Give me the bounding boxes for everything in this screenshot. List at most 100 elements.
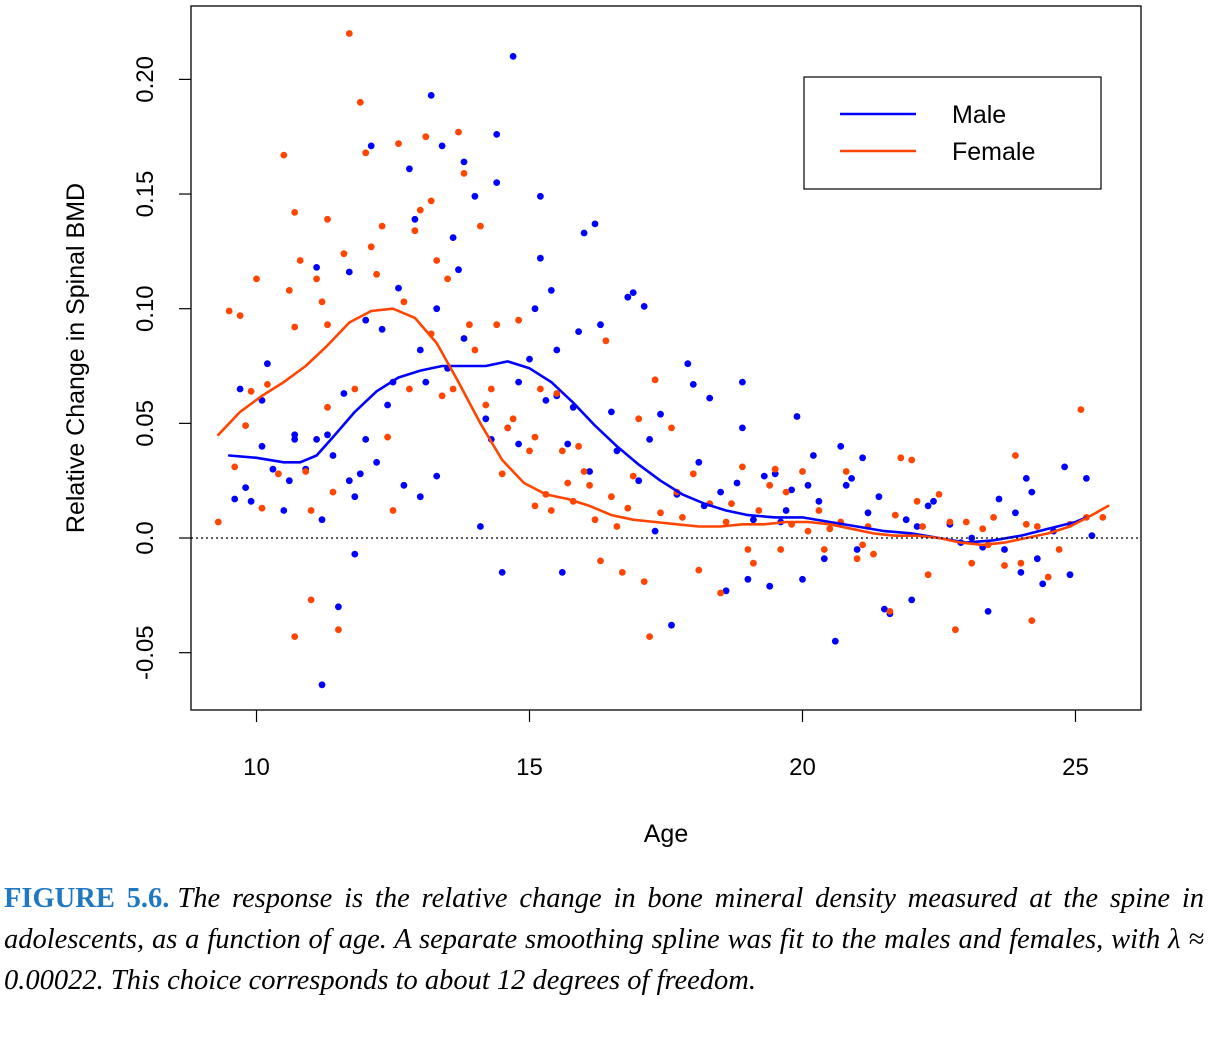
male-point [859,454,866,462]
male-point [433,472,441,480]
female-point [826,525,834,533]
female-point [515,316,522,324]
female-point [449,385,457,393]
female-point [509,415,517,423]
male-point [378,325,386,333]
male-point [750,516,757,524]
male-point [526,355,533,363]
female-point [477,222,484,230]
female-point [553,390,561,397]
female-point [378,222,386,230]
female-point [373,270,380,278]
female-point [1022,520,1030,528]
male-point [236,385,244,393]
figure-caption: FIGURE 5.6. The response is the relative … [4,878,1204,1001]
female-point [608,493,615,501]
y-tick-label: 0.05 [132,400,159,447]
male-point [760,472,768,480]
female-point [962,518,970,526]
male-point [362,316,370,324]
male-point [422,378,430,386]
female-point [258,504,266,512]
female-point [433,257,441,264]
male-point [313,264,320,271]
y-axis-title: Relative Change in Spinal BMD [62,183,90,533]
female-point [657,509,664,517]
female-point [504,424,512,432]
female-point [771,465,779,473]
scatter-points [214,30,1107,689]
male-point [460,335,468,342]
male-point [362,436,370,443]
x-tick-label: 25 [1062,754,1089,781]
male-point [416,346,424,354]
female-point [799,468,806,475]
male-point [875,493,883,501]
female-point [679,514,686,521]
female-point [580,468,588,475]
female-point [739,463,746,471]
female-point [668,424,675,432]
female-point [324,403,331,411]
female-point [340,250,348,258]
female-point [313,275,320,283]
female-point [285,287,293,294]
female-point [1055,546,1063,553]
female-point [362,149,370,157]
female-point [253,275,260,283]
female-point [946,518,954,526]
female-point [356,98,364,106]
male-point [515,440,522,448]
female-point [815,507,823,514]
male-point [264,360,271,368]
female-point [236,312,244,319]
male-point [242,484,250,491]
legend-box [803,76,1102,190]
female-point [952,626,959,634]
female-point [318,298,326,306]
female-point [335,626,342,634]
male-point [258,397,266,404]
male-point [913,523,921,530]
female-point [586,481,593,489]
female-point [728,500,735,507]
male-point [586,468,593,475]
female-point [444,275,451,283]
male-point [329,452,337,459]
y-axis: -0.05 0.0 0.05 0.10 0.15 0.20 [132,56,191,680]
male-point [930,497,937,505]
male-point [924,502,932,510]
y-tick-label: 0.0 [132,521,159,554]
female-point [214,518,222,526]
female-point [597,557,604,565]
male-point [1066,571,1074,579]
male-point [1088,532,1096,540]
male-point [531,305,539,313]
male-point [842,481,850,489]
female-point [384,433,391,441]
male-point [640,303,648,310]
female-point [296,257,304,264]
female-point [613,523,621,530]
female-point [307,507,315,514]
female-point [651,376,659,384]
male-point [657,410,664,418]
female-point [471,346,479,354]
female-point [919,523,926,530]
male-point [340,390,348,397]
female-point [466,321,473,329]
male-point [449,234,457,242]
male-point [804,481,812,489]
plot-frame [190,5,1142,711]
female-point [324,215,331,223]
male-point [788,486,795,494]
x-axis-title: Age [644,820,688,848]
male-point [848,475,855,482]
female-point [422,133,430,141]
female-point [367,243,375,251]
y-tick-label: 0.20 [132,56,159,103]
caption-text: The response is the relative change in b… [4,883,1205,996]
female-point [624,504,632,512]
male-point [831,637,839,645]
female-point [1044,573,1052,581]
